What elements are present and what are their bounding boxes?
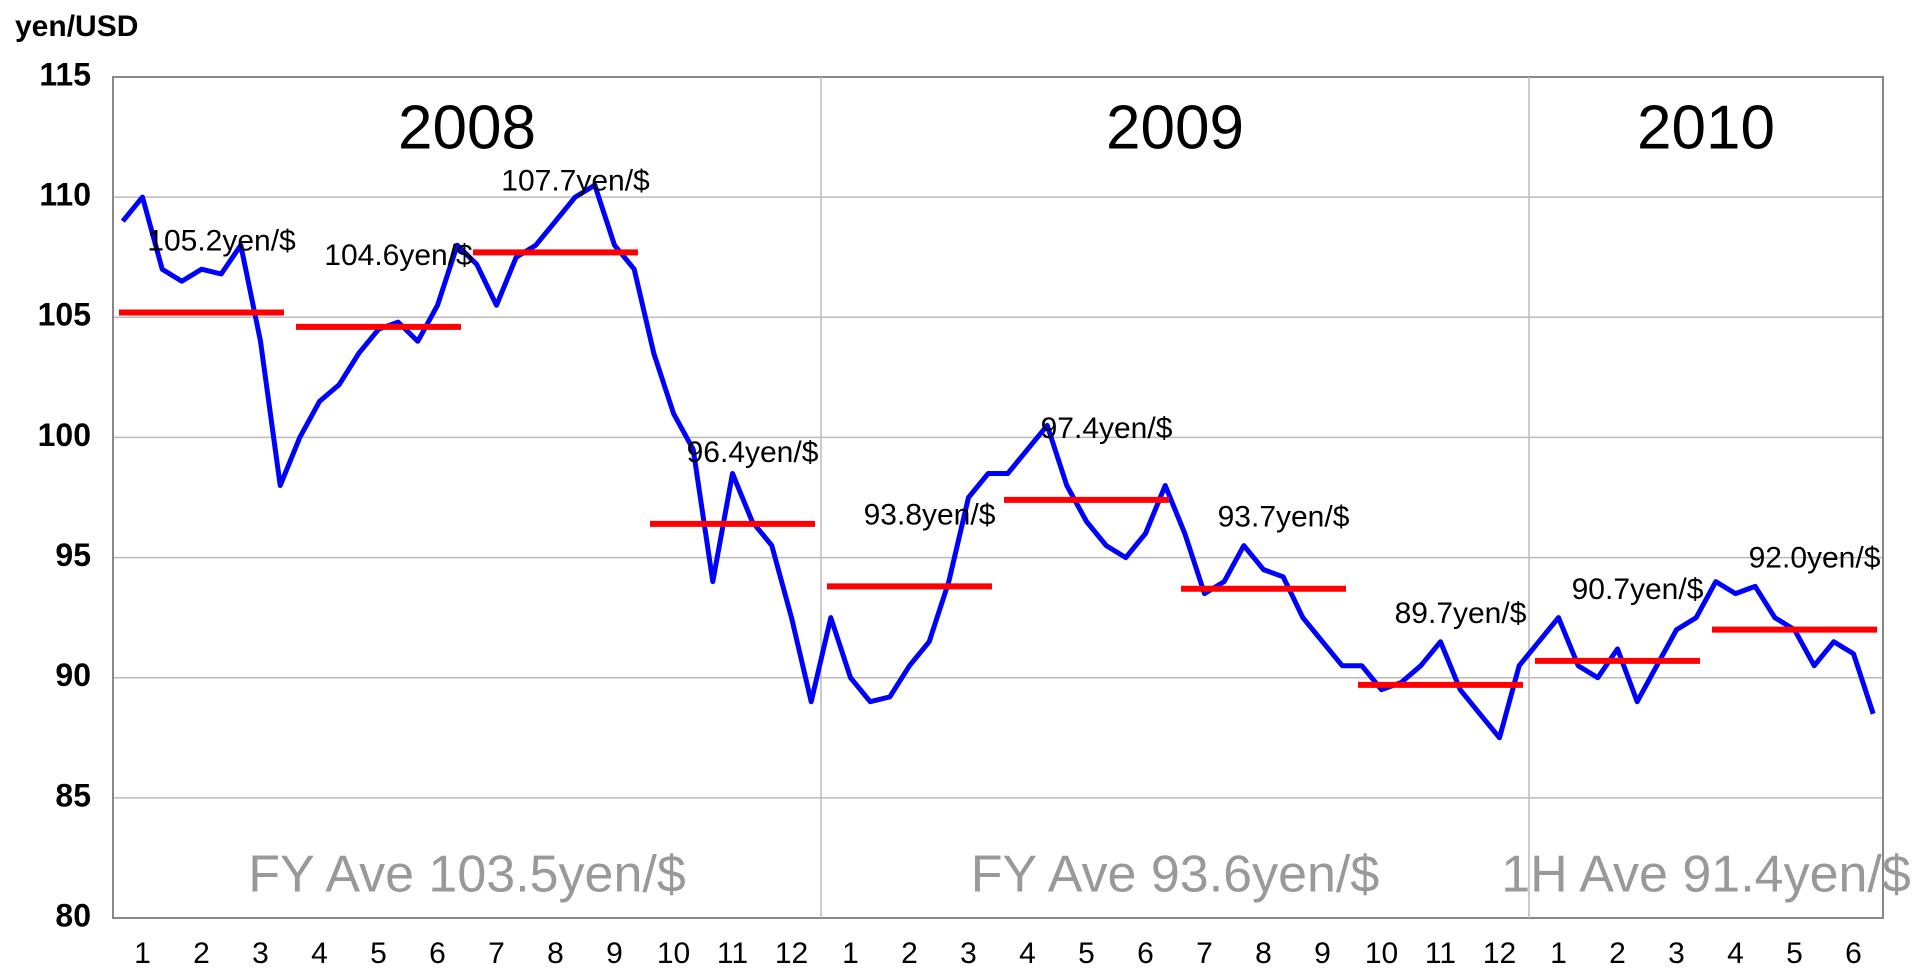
x-tick-label: 3: [960, 937, 977, 970]
x-tick-label: 3: [1668, 937, 1685, 970]
y-tick-label: 105: [38, 297, 91, 333]
x-tick-label: 7: [1196, 937, 1213, 970]
year-label: 2010: [1637, 93, 1775, 162]
plot-border: [112, 76, 1884, 919]
x-tick-label: 10: [657, 937, 690, 970]
average-label: 105.2yen/$: [147, 224, 296, 257]
x-tick-label: 5: [1078, 937, 1095, 970]
x-tick-label: 3: [252, 937, 269, 970]
x-tick-label: 9: [606, 937, 623, 970]
average-label: 93.8yen/$: [864, 498, 996, 531]
x-tick-label: 12: [1483, 937, 1516, 970]
average-label: 96.4yen/$: [687, 436, 819, 469]
y-tick-label: 95: [55, 537, 91, 573]
average-label: 90.7yen/$: [1572, 573, 1704, 606]
x-tick-label: 2: [193, 937, 210, 970]
x-tick-label: 10: [1365, 937, 1398, 970]
y-tick-label: 100: [38, 417, 91, 453]
year-label: 2008: [398, 93, 536, 162]
x-tick-label: 5: [370, 937, 387, 970]
x-tick-label: 6: [429, 937, 446, 970]
average-label: 89.7yen/$: [1395, 597, 1527, 630]
fy-average-note: FY Ave 103.5yen/$: [248, 846, 686, 904]
x-tick-label: 4: [311, 937, 328, 970]
x-tick-label: 6: [1137, 937, 1154, 970]
average-label: 92.0yen/$: [1749, 542, 1881, 575]
y-tick-label: 85: [55, 777, 91, 813]
x-tick-label: 8: [547, 937, 564, 970]
average-label: 97.4yen/$: [1041, 412, 1173, 445]
x-tick-label: 6: [1845, 937, 1862, 970]
y-tick-label: 90: [55, 657, 91, 693]
x-tick-label: 1: [134, 937, 151, 970]
x-tick-label: 2: [1609, 937, 1626, 970]
x-tick-label: 2: [901, 937, 918, 970]
y-tick-label: 80: [55, 897, 91, 933]
x-tick-label: 11: [1425, 937, 1456, 970]
x-tick-label: 1: [842, 937, 859, 970]
y-tick-label: 110: [39, 177, 91, 213]
x-tick-label: 4: [1727, 937, 1744, 970]
y-axis-label: yen/USD: [15, 10, 138, 43]
average-label: 93.7yen/$: [1218, 501, 1350, 534]
x-tick-label: 9: [1314, 937, 1331, 970]
x-tick-label: 7: [488, 937, 505, 970]
x-tick-label: 5: [1786, 937, 1803, 970]
fx-rate-line: [120, 182, 1876, 741]
fy-average-note: 1H Ave 91.4yen/$: [1501, 846, 1911, 904]
fy-average-note: FY Ave 93.6yen/$: [971, 846, 1380, 904]
year-label: 2009: [1106, 93, 1244, 162]
average-label: 107.7yen/$: [501, 164, 650, 197]
y-tick-label: 115: [39, 56, 91, 92]
x-tick-label: 8: [1255, 937, 1272, 970]
x-tick-label: 12: [775, 937, 808, 970]
x-tick-label: 11: [717, 937, 748, 970]
x-tick-label: 4: [1019, 937, 1036, 970]
average-label: 104.6yen/$: [324, 239, 473, 272]
x-tick-label: 1: [1550, 937, 1567, 970]
